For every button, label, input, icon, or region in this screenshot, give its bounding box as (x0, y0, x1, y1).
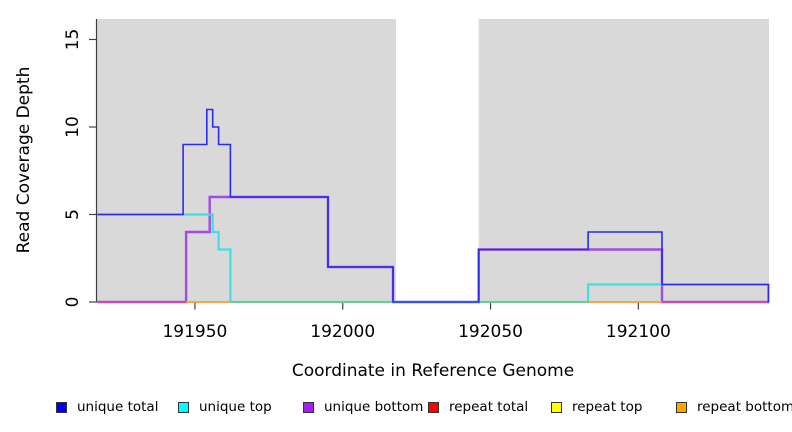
coverage-plot: 191950 192000 192050 192100 0 5 10 15 Coordinat… (14, 19, 770, 381)
legend-label: unique total (77, 399, 159, 415)
unique-total-swatch-icon (56, 401, 67, 413)
legend-item-repeat-top: repeat top (551, 398, 642, 416)
legend-item-unique-top: unique top (178, 398, 272, 416)
unique-top-swatch-icon (178, 401, 189, 413)
legend: unique total unique top unique bottom re… (0, 398, 792, 420)
legend-label: unique bottom (324, 399, 424, 415)
y-tick-label: 5 (63, 209, 83, 220)
x-axis-title: Coordinate in Reference Genome (292, 361, 574, 381)
legend-label: repeat top (572, 399, 643, 415)
legend-item-unique-total: unique total (56, 398, 158, 416)
coverage-gap-band (395, 19, 479, 302)
repeat-bottom-swatch-icon (676, 401, 687, 413)
repeat-top-swatch-icon (551, 401, 562, 413)
legend-label: repeat total (449, 399, 529, 415)
x-tick-label: 191950 (162, 322, 227, 342)
repeat-total-swatch-icon (428, 401, 439, 413)
plot-area: 191950 192000 192050 192100 0 5 10 15 (63, 19, 770, 342)
legend-item-unique-bottom: unique bottom (303, 398, 423, 416)
legend-label: unique top (199, 399, 272, 415)
legend-item-repeat-bottom: repeat bottom (676, 398, 792, 416)
legend-item-repeat-total: repeat total (428, 398, 528, 416)
y-tick-label: 0 (63, 297, 83, 308)
x-tick-label: 192000 (310, 322, 375, 342)
y-tick-label: 15 (63, 29, 83, 51)
series-group (97, 108, 770, 304)
unique-bottom-swatch-icon (303, 401, 314, 413)
x-tick-label: 192050 (458, 322, 523, 342)
y-tick-label: 10 (63, 116, 83, 138)
y-axis-title: Read Coverage Depth (14, 67, 34, 254)
series-unique-total (97, 108, 770, 303)
x-tick-label: 192100 (606, 322, 671, 342)
legend-label: repeat bottom (697, 399, 792, 415)
